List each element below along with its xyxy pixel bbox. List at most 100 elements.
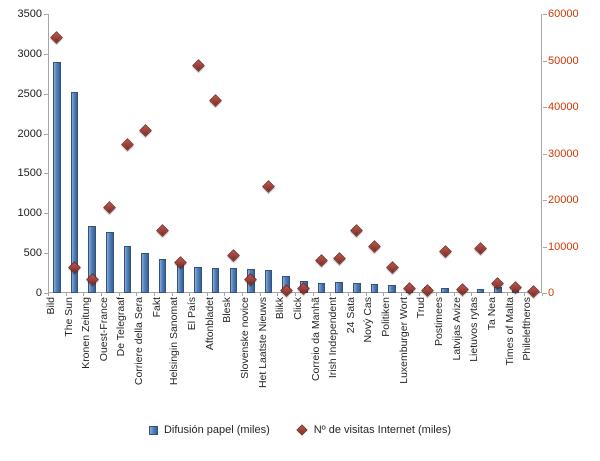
bar-difusion-papel (388, 285, 396, 293)
right-axis-tick-label: 60000 (548, 8, 579, 20)
category-axis-tickmark (453, 293, 455, 296)
x-axis-category-label: Bild (44, 297, 57, 315)
left-axis-tick-label: 0 (35, 287, 42, 299)
x-axis-category-label: Trud (415, 297, 428, 319)
category-axis-tickmark (418, 293, 420, 296)
x-axis-category-label: Politiken (380, 297, 392, 337)
bar-difusion-papel (229, 268, 237, 293)
right-axis-tick-label: 40000 (548, 101, 579, 113)
x-axis-category-label: Phileleftheros (521, 297, 534, 361)
legend-label-difusion-papel: Difusión papel (miles) (163, 424, 270, 436)
category-axis-tickmark (365, 293, 367, 296)
x-axis-category-label: Latvijas Avize (450, 297, 463, 361)
x-axis-category-label: Corriere della Sera (133, 297, 145, 386)
x-axis-category-label: El País (186, 297, 198, 331)
left-axis-tickmark (44, 293, 48, 294)
right-axis-tick-label: 10000 (548, 240, 579, 253)
category-axis-tickmark (400, 293, 402, 296)
category-axis-tickmark (489, 293, 491, 296)
x-axis-category-label: Click (291, 297, 304, 320)
x-axis-category-label: Aftonbladet (203, 297, 216, 351)
right-axis-tickmark (543, 14, 547, 15)
category-axis-tickmark (347, 293, 349, 296)
right-axis-tickmark (543, 246, 547, 248)
left-axis-tick-label: 500 (23, 247, 42, 260)
bar-difusion-papel (158, 258, 167, 293)
left-axis-tickmark (44, 133, 48, 135)
x-axis-category-label: 24 Sata (344, 297, 357, 334)
x-axis-category-label: Correio da Manhã (309, 297, 322, 382)
left-axis-tick-label: 2000 (17, 127, 42, 140)
bar-difusion-papel (70, 92, 79, 293)
category-axis-tickmark (242, 293, 244, 296)
right-axis-tickmark (543, 293, 547, 294)
bar-difusion-papel (353, 283, 361, 293)
x-axis-category-label: Postimees (433, 297, 445, 347)
x-axis-category-label: Times of Malta (503, 297, 516, 366)
left-axis-tickmark (44, 53, 48, 55)
x-axis-category-label: Helsingin Sanomat (168, 297, 181, 386)
bar-series-swatch-icon (148, 425, 158, 435)
bar-difusion-papel (335, 281, 343, 293)
x-axis-category-label: Kronen Zeitung (80, 297, 93, 369)
left-axis-tickmark (44, 93, 48, 95)
category-axis-tickmark (118, 293, 120, 296)
bar-difusion-papel (211, 267, 220, 293)
bar-difusion-papel (141, 253, 149, 293)
x-axis-category-label: The Sun (62, 297, 75, 337)
category-axis-tickmark (100, 293, 102, 296)
category-axis-tickmark (136, 293, 138, 296)
right-axis-tickmark (543, 153, 547, 155)
category-axis-tickmark (48, 293, 49, 296)
bar-difusion-papel (123, 246, 132, 293)
category-axis-tickmark (259, 293, 261, 296)
x-axis-category-label: Luxemburger Wort (397, 297, 410, 384)
category-axis-tickmark (224, 293, 226, 296)
bar-difusion-papel (476, 288, 484, 293)
x-axis-category-label: Fakt (150, 297, 163, 318)
left-axis-tick-label: 3500 (17, 8, 42, 20)
bar-difusion-papel (317, 282, 326, 293)
x-axis-category-label: De Telegraaf (115, 297, 128, 357)
right-axis-tickmark (543, 200, 547, 201)
category-axis-tickmark (277, 293, 279, 296)
chart-legend: Difusión papel (miles) Nº de visitas Int… (0, 424, 600, 436)
plot-area (48, 14, 542, 293)
category-axis-tickmark (171, 293, 173, 296)
category-axis-tickmark (542, 293, 543, 296)
category-axis-tickmark (471, 293, 473, 296)
bar-difusion-papel (194, 266, 202, 293)
category-axis-tickmark (189, 293, 191, 296)
right-axis-tick-label: 50000 (548, 54, 579, 67)
category-axis-tickmark (65, 293, 67, 296)
diamond-series-swatch-icon (296, 424, 308, 436)
left-axis-tick-label: 2500 (17, 87, 42, 100)
category-axis-tickmark (83, 293, 85, 296)
bar-difusion-papel (370, 284, 379, 293)
left-axis-tickmark (44, 173, 48, 175)
category-axis-tickmark (330, 293, 332, 296)
x-axis-category-label: Het Laatste Nieuws (256, 297, 269, 389)
left-axis-tickmark (44, 14, 48, 15)
category-axis-tickmark (524, 293, 526, 296)
left-axis-tickmark (44, 253, 48, 255)
x-axis-category-label: Blesk (221, 297, 234, 323)
legend-item-visitas-internet: Nº de visitas Internet (miles) (296, 424, 451, 436)
bar-difusion-papel (53, 61, 61, 293)
left-axis-tick-label: 3000 (17, 47, 42, 60)
right-axis-tickmark (543, 60, 547, 62)
bar-difusion-papel (441, 288, 449, 293)
category-axis-tickmark (295, 293, 296, 296)
left-axis-tickmark (44, 213, 48, 215)
right-axis-tick-label: 0 (548, 287, 555, 299)
legend-label-visitas-internet: Nº de visitas Internet (miles) (313, 424, 452, 436)
x-axis-category-label: Irish Independent (327, 297, 340, 379)
legend-item-difusion-papel: Difusión papel (miles) (148, 424, 270, 436)
category-axis-tickmark (312, 293, 314, 296)
x-axis-category-label: Nový Cas (362, 297, 375, 343)
bar-difusion-papel (106, 232, 114, 293)
bar-difusion-papel (264, 269, 273, 293)
right-axis-tick-label: 20000 (548, 194, 579, 206)
x-axis-category-label: Slovenske novice (238, 297, 251, 379)
